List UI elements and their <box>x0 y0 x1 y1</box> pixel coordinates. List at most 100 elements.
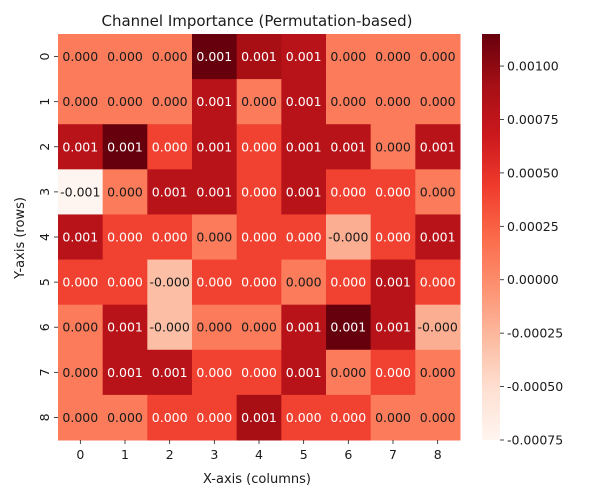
heatmap-cell <box>326 169 372 215</box>
y-tick-label: 3 <box>37 188 52 196</box>
cell-value-label: 0.001 <box>62 230 98 245</box>
cell-value-label: 0.001 <box>196 94 232 109</box>
cell-value-label: 0.001 <box>152 184 188 199</box>
y-tick-label: 4 <box>37 233 52 241</box>
cell-value-label: -0.001 <box>60 184 100 199</box>
heatmap-cell <box>236 34 282 80</box>
heatmap-cell <box>370 169 416 215</box>
heatmap-cell <box>58 79 104 125</box>
cell-value-label: 0.001 <box>286 139 322 154</box>
heatmap-cell <box>102 304 148 351</box>
colorbar-tick-label: 0.00050 <box>507 165 559 180</box>
heatmap-cell <box>58 124 104 170</box>
colorbar-tick-label: 0.00000 <box>507 272 559 287</box>
cell-value-label: 0.000 <box>107 230 143 245</box>
cell-value-label: 0.000 <box>330 94 366 109</box>
y-tick-label: 0 <box>37 53 52 61</box>
cell-value-label: 0.000 <box>241 184 277 199</box>
heatmap-cell <box>326 394 372 441</box>
cell-value-label: 0.000 <box>62 94 98 109</box>
cell-value-label: 0.000 <box>152 230 188 245</box>
colorbar-tick-label: 0.00075 <box>507 112 559 127</box>
colorbar-tick-label: 0.00025 <box>507 219 559 234</box>
heatmap-cell <box>415 124 461 170</box>
heatmap-cell <box>281 214 327 261</box>
cell-value-label: 0.001 <box>196 49 232 64</box>
cell-value-label: 0.000 <box>420 49 456 64</box>
x-tick-label: 5 <box>300 447 308 462</box>
heatmap-cell <box>236 124 282 170</box>
cell-value-label: 0.000 <box>62 49 98 64</box>
cell-value-label: 0.000 <box>196 320 232 335</box>
y-tick-label: 1 <box>37 98 52 106</box>
heatmap-cell-labels: 0.000 0.000 0.000 0.001 0.001 0.001 0.000 0.000… <box>60 49 458 425</box>
heatmap-cell <box>281 34 327 80</box>
y-tick-label: 8 <box>37 413 52 421</box>
heatmap-cell <box>192 34 238 80</box>
heatmap-cell <box>58 34 104 80</box>
cell-value-label: 0.000 <box>286 230 322 245</box>
heatmap-cell <box>102 169 148 215</box>
cell-value-label: 0.000 <box>330 275 366 290</box>
heatmap-cell <box>147 214 193 261</box>
x-tick-label: 0 <box>76 447 84 462</box>
heatmap-cell <box>415 349 461 396</box>
heatmap-cell <box>147 124 193 170</box>
cell-value-label: 0.000 <box>420 184 456 199</box>
heatmap-cell <box>281 304 327 351</box>
cell-value-label: 0.001 <box>286 184 322 199</box>
heatmap-cell <box>236 79 282 125</box>
heatmap-cell <box>102 79 148 125</box>
cell-value-label: 0.001 <box>196 139 232 154</box>
heatmap-cell <box>192 124 238 170</box>
cell-value-label: 0.000 <box>62 365 98 380</box>
y-axis-label: Y-axis (rows) <box>13 197 28 280</box>
heatmap-cell <box>147 304 193 351</box>
colorbar-ticks: 0.00100 0.00075 0.00050 0.00025 0.00000 -0.00… <box>500 59 563 448</box>
heatmap-cell <box>192 169 238 215</box>
cell-value-label: 0.000 <box>107 94 143 109</box>
cell-value-label: 0.000 <box>196 230 232 245</box>
x-tick-label: 3 <box>210 447 218 462</box>
heatmap-cell <box>415 214 461 261</box>
cell-value-label: 0.001 <box>420 139 456 154</box>
heatmap-cell <box>281 259 327 306</box>
cell-value-label: 0.000 <box>196 275 232 290</box>
heatmap-cell <box>58 349 104 396</box>
heatmap-cell <box>370 214 416 261</box>
x-tick-label: 2 <box>166 447 174 462</box>
heatmap-cell <box>281 349 327 396</box>
heatmap-cell <box>326 304 372 351</box>
colorbar-tick-label: -0.00050 <box>507 379 563 394</box>
cell-value-label: 0.000 <box>107 410 143 425</box>
cell-value-label: 0.000 <box>62 275 98 290</box>
heatmap-cell <box>192 214 238 261</box>
cell-value-label: 0.000 <box>241 320 277 335</box>
cell-value-label: -0.000 <box>328 230 368 245</box>
heatmap-cell <box>58 259 104 306</box>
cell-value-label: 0.000 <box>420 275 456 290</box>
heatmap-cell <box>192 349 238 396</box>
heatmap-cell <box>236 349 282 396</box>
cell-value-label: 0.001 <box>241 49 277 64</box>
cell-value-label: 0.001 <box>152 365 188 380</box>
x-tick-label: 7 <box>389 447 397 462</box>
cell-value-label: 0.000 <box>375 139 411 154</box>
x-tick-label: 1 <box>121 447 129 462</box>
heatmap-cell <box>236 259 282 306</box>
cell-value-label: 0.000 <box>330 410 366 425</box>
cell-value-label: -0.000 <box>150 275 190 290</box>
heatmap-cell <box>192 259 238 306</box>
cell-value-label: 0.000 <box>152 94 188 109</box>
heatmap-cell <box>281 79 327 125</box>
colorbar <box>482 34 500 440</box>
cell-value-label: 0.000 <box>330 49 366 64</box>
heatmap-cell <box>58 214 104 261</box>
heatmap-cell <box>415 79 461 125</box>
cell-value-label: 0.000 <box>152 139 188 154</box>
heatmap-cell <box>326 349 372 396</box>
heatmap-cell <box>58 169 104 215</box>
cell-value-label: 0.001 <box>62 139 98 154</box>
heatmap-cell <box>236 394 282 441</box>
